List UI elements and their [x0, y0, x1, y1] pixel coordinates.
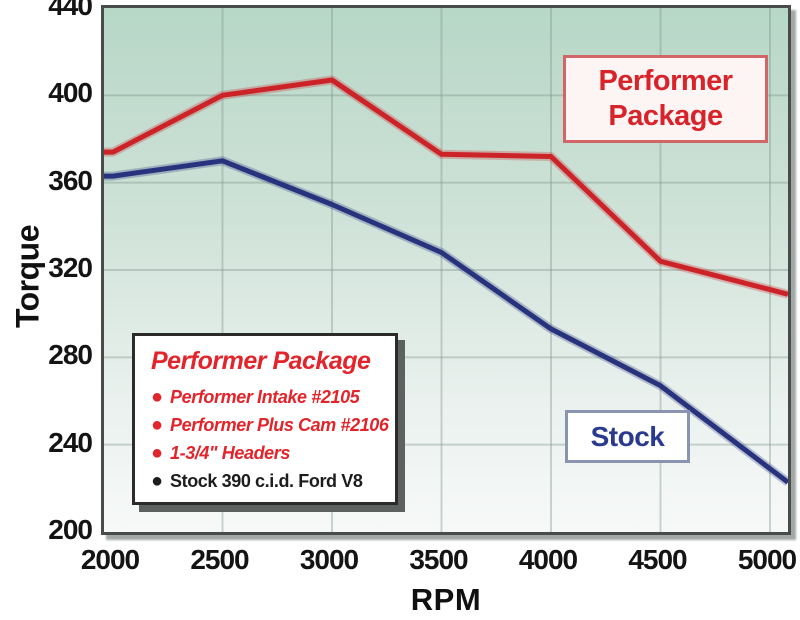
bullet-icon: ●: [150, 470, 164, 492]
x-tick-label: 2500: [190, 544, 249, 575]
performer-label-line2: Package: [608, 100, 723, 132]
legend-item: ● Performer Plus Cam #2106: [149, 411, 389, 439]
x-tick-label: 4500: [628, 544, 687, 575]
performer-package-line: [104, 77, 788, 297]
x-tick-label: 3500: [409, 544, 468, 575]
y-tick-label: 240: [48, 426, 93, 458]
performer-label-line1: Performer: [598, 65, 733, 97]
y-tick-label: 400: [48, 77, 93, 109]
stock-line: [104, 158, 788, 485]
x-tick-label: 4000: [518, 544, 578, 575]
legend-item-label: Performer Intake #2105: [170, 387, 360, 407]
legend-item-label: 1-3/4" Headers: [170, 443, 291, 463]
legend-box: Performer Package ● Performer Intake #21…: [132, 333, 398, 505]
y-tick-label: 200: [48, 514, 93, 545]
x-axis-title: RPM: [410, 582, 482, 617]
plot-area: Performer Package ● Performer Intake #21…: [101, 5, 791, 535]
x-tick-label: 3000: [299, 544, 359, 575]
legend-item: ● Performer Intake #2105: [149, 383, 387, 411]
x-tick-label: 5000: [737, 544, 797, 575]
legend-item-label: Stock 390 c.i.d. Ford V8: [170, 471, 363, 491]
y-tick-label: 440: [48, 0, 93, 21]
y-tick-label: 280: [48, 339, 93, 371]
legend-title: Performer Package: [151, 347, 371, 375]
legend-item: ● 1-3/4" Headers: [149, 439, 387, 467]
bullet-icon: ●: [150, 442, 164, 464]
x-tick-label: 2000: [80, 544, 140, 575]
bullet-icon: ●: [150, 414, 164, 436]
performer-package-series-label: Performer Package: [563, 55, 768, 143]
legend-item-label: Performer Plus Cam #2106: [170, 415, 389, 435]
legend-item: ● Stock 390 c.i.d. Ford V8: [149, 467, 387, 495]
y-tick-label: 320: [48, 252, 93, 283]
stock-series-label: Stock: [565, 410, 690, 463]
y-tick-label: 360: [48, 164, 93, 196]
bullet-icon: ●: [150, 386, 164, 408]
